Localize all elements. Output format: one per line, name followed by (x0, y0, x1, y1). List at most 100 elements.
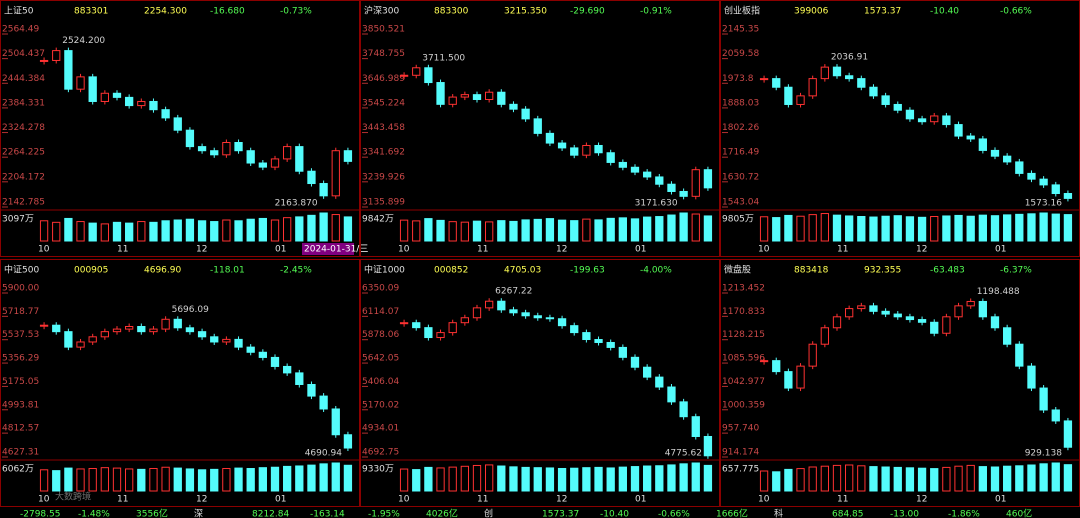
volume-bar (820, 465, 829, 492)
index-code: 883301 (74, 7, 108, 17)
candle (307, 170, 316, 185)
candle (703, 435, 713, 457)
volume-bar (905, 467, 915, 492)
volume-bar (436, 219, 445, 242)
volume-bar (295, 216, 304, 242)
x-tick-label: 11 (837, 245, 848, 255)
x-tick-label: 12 (916, 245, 927, 255)
index-pct: -0.66% (1000, 7, 1032, 17)
candle (1003, 155, 1012, 163)
candle (39, 59, 49, 62)
volume-bar (557, 467, 567, 492)
volume-bar (64, 217, 73, 242)
volume-bar (954, 214, 963, 242)
candle (521, 312, 530, 317)
status-text: 1666亿 (716, 508, 748, 518)
candle (570, 147, 579, 156)
volume-bar (759, 216, 769, 242)
y-tick-label: 2444.384 (2, 74, 45, 84)
volume-bar (307, 464, 316, 492)
volume-bar (990, 466, 1000, 492)
index-change: -63.483 (930, 266, 965, 276)
candle (497, 91, 506, 105)
candle (667, 183, 676, 192)
candle (857, 78, 866, 88)
volume-bar (137, 468, 146, 492)
volume-bar (283, 217, 292, 242)
volume-bar (173, 219, 182, 242)
volume-bar (161, 220, 170, 242)
volume-bar (173, 467, 182, 492)
volume-bar (331, 214, 340, 242)
x-tick-label: 10 (398, 495, 410, 505)
high-annotation: 5696.09 (172, 305, 209, 315)
candle (655, 176, 664, 185)
volume-bar (533, 467, 542, 492)
candle (258, 351, 267, 358)
volume-bar (399, 219, 409, 242)
index-change: -118.01 (210, 266, 245, 276)
candle (424, 67, 433, 84)
volume-bar (88, 468, 97, 492)
x-tick-label: 01 (635, 495, 646, 505)
candle (796, 365, 805, 389)
candle (509, 103, 518, 110)
candle (557, 142, 567, 149)
candle (234, 338, 243, 348)
index-price: 4696.90 (144, 266, 181, 276)
volume-bar (954, 465, 963, 492)
index-code: 000852 (434, 266, 468, 276)
candle (197, 331, 207, 338)
candle (978, 138, 987, 151)
index-name: 中证500 (4, 264, 39, 276)
candle (161, 109, 170, 119)
high-annotation: 2524.200 (62, 36, 105, 46)
volume-bar (930, 468, 939, 492)
candle (630, 166, 640, 173)
volume-bar (1063, 464, 1073, 492)
index-price: 4705.03 (504, 266, 541, 276)
candle (820, 327, 829, 345)
volume-bar (485, 221, 494, 242)
candle (412, 322, 421, 329)
candle (295, 372, 304, 385)
candle (1039, 387, 1048, 411)
high-annotation: 3711.500 (422, 53, 465, 63)
volume-bar (412, 469, 421, 492)
candle (1015, 343, 1024, 367)
x-tick-label: 10 (758, 495, 770, 505)
volume-bar (655, 216, 664, 242)
candle (399, 74, 409, 77)
y-tick-label: 1042.977 (722, 377, 765, 387)
volume-bar (343, 464, 353, 492)
candle (246, 346, 255, 353)
index-pct: -2.45% (280, 266, 312, 276)
y-tick-label: 4993.81 (2, 400, 39, 410)
volume-bar (88, 222, 97, 242)
volume-bar (606, 217, 615, 242)
y-tick-label: 3850.521 (362, 25, 405, 35)
status-text: 460亿 (1006, 508, 1032, 518)
candle (185, 129, 195, 148)
volume-bar (917, 216, 927, 242)
volume-bar (52, 470, 61, 492)
candle (606, 341, 615, 348)
status-text: -1.86% (948, 510, 980, 518)
volume-bar (594, 466, 603, 492)
y-tick-label: 2145.35 (722, 25, 759, 35)
candle (557, 318, 567, 327)
volume-bar (606, 467, 615, 492)
candle (161, 318, 170, 330)
volume-bar (691, 462, 700, 492)
volume-bar (691, 213, 700, 242)
candle (173, 318, 182, 329)
y-tick-label: 3443.458 (362, 123, 405, 133)
volume-bar (246, 468, 255, 492)
candle (460, 317, 469, 324)
index-change: -16.680 (210, 7, 245, 17)
y-tick-label: 1213.452 (722, 284, 765, 294)
x-tick-label: 11 (117, 245, 128, 255)
volume-bar (76, 221, 85, 242)
candle (100, 92, 109, 102)
candle (942, 115, 951, 126)
